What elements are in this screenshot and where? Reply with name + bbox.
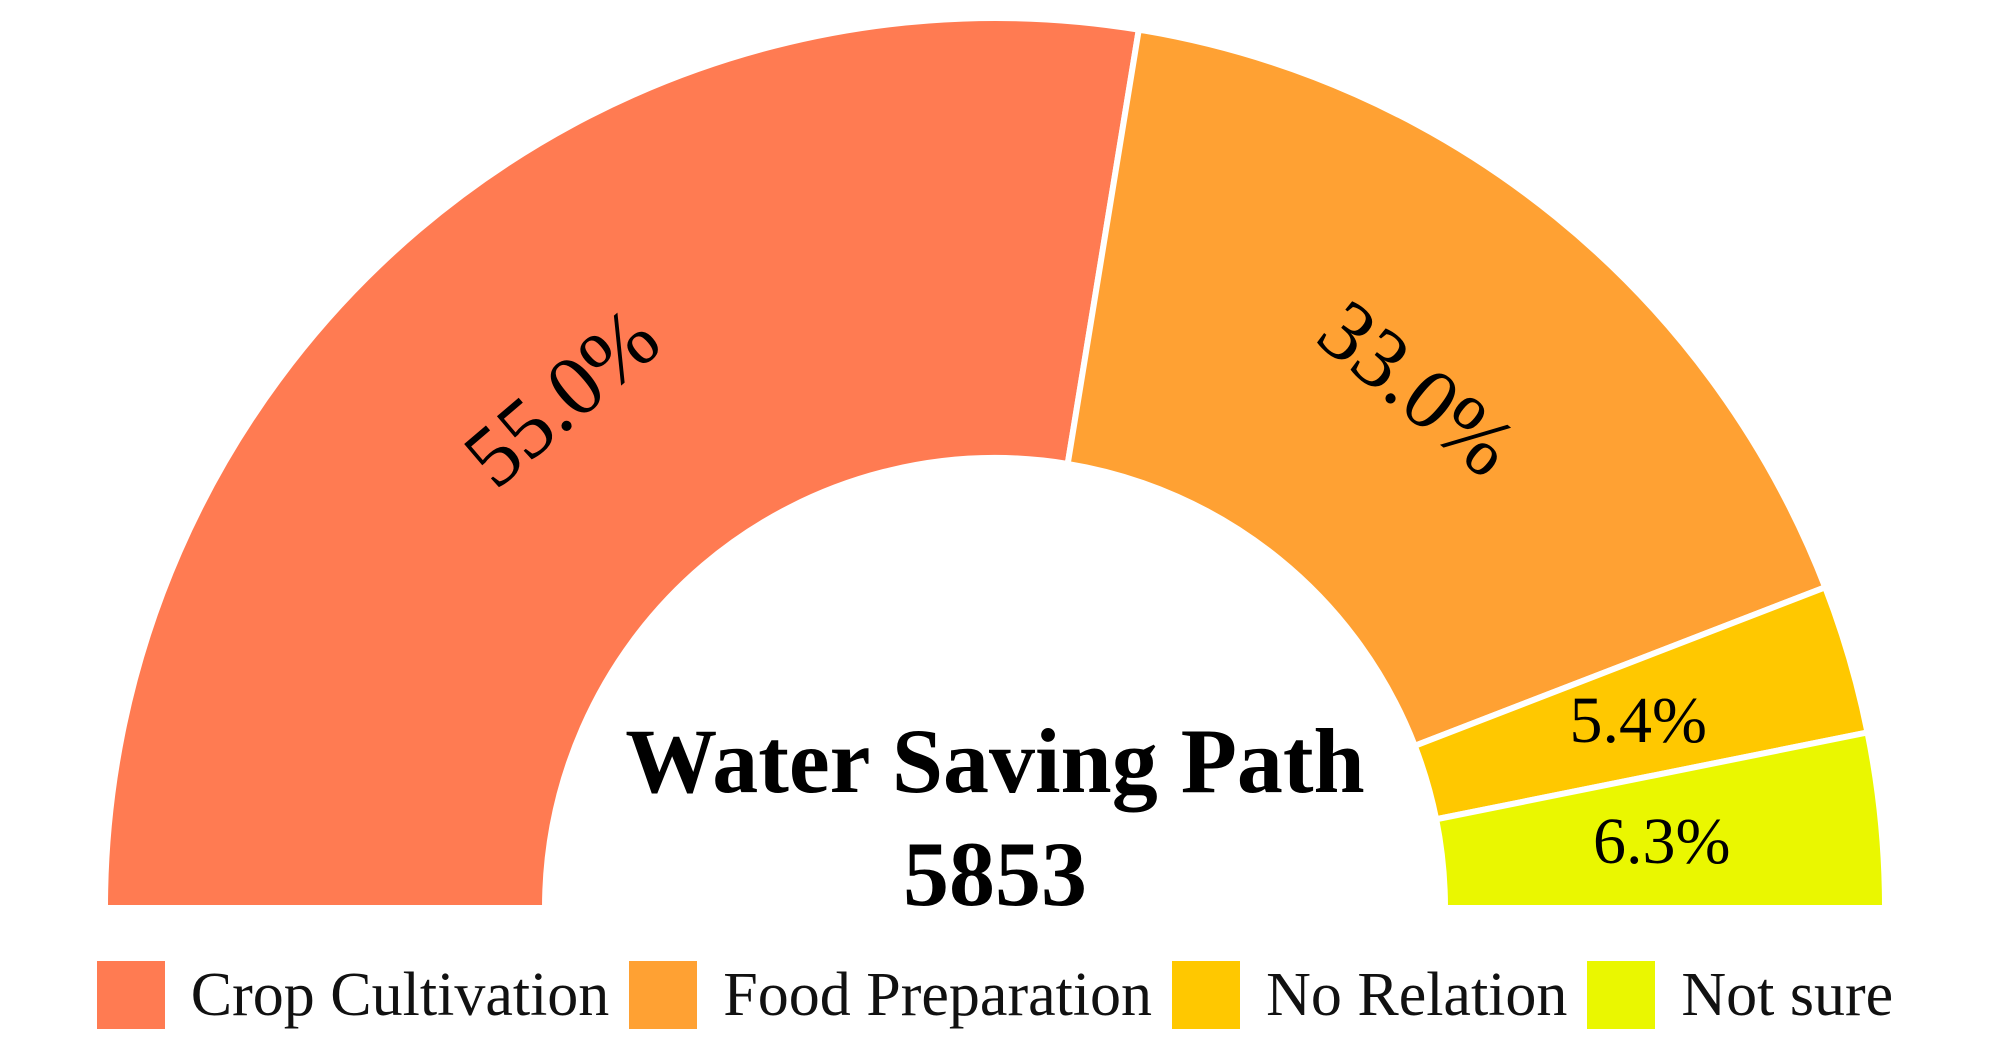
legend: Crop Cultivation Food Preparation No Relat… [0, 950, 1990, 1040]
legend-label: No Relation [1266, 960, 1568, 1029]
legend-item-not-sure: Not sure [1587, 960, 1893, 1031]
chart-title: Water Saving Path [625, 710, 1364, 812]
slice-label-no-relation: 5.4% [1569, 684, 1706, 757]
legend-swatch [96, 961, 165, 1029]
slice-food-preparation [1064, 26, 1830, 750]
legend-label: Not sure [1681, 960, 1894, 1029]
legend-item-crop-cultivation: Crop Cultivation [96, 960, 610, 1031]
legend-swatch [1172, 961, 1241, 1029]
half-donut-chart: 55.0% 33.0%5.4%6.3% Water Saving Path 585… [101, 15, 1889, 925]
legend-item-no-relation: No Relation [1172, 960, 1567, 1031]
slice-crop-cultivation [101, 15, 1143, 911]
legend-swatch [1587, 961, 1656, 1029]
legend-label: Crop Cultivation [190, 960, 610, 1029]
total-count: 5853 [903, 823, 1087, 925]
legend-swatch [629, 961, 698, 1029]
legend-label: Food Preparation [723, 960, 1153, 1029]
slice-not-sure [1432, 728, 1889, 911]
slice-label-not-sure: 6.3% [1593, 805, 1730, 878]
legend-item-food-preparation: Food Preparation [629, 960, 1152, 1031]
